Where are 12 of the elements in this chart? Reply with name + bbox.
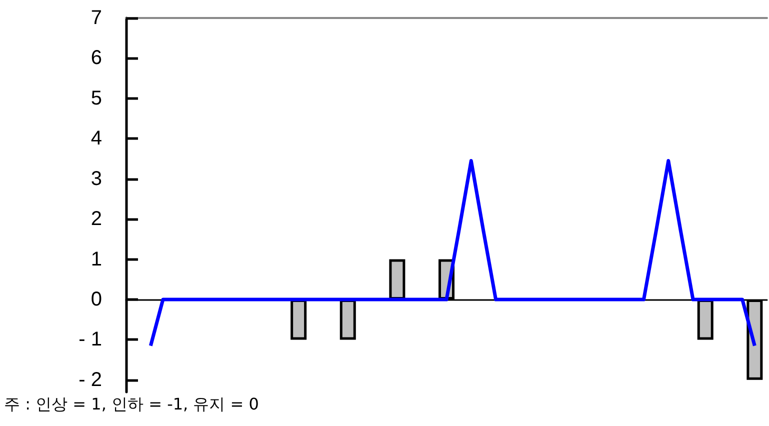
y-tick-label: - 2 <box>78 368 102 391</box>
y-tick-label: 0 <box>90 288 102 311</box>
y-tick-label: 5 <box>90 87 102 110</box>
y-tick-label: 1 <box>90 248 102 270</box>
y-tick-label: - 1 <box>78 328 102 351</box>
y-tick-label: 6 <box>90 47 102 70</box>
line-series <box>148 159 756 348</box>
y-tick-label: 4 <box>90 128 102 150</box>
y-tick-label: 2 <box>90 208 102 230</box>
text: 주 : 인상 = 1, 인하 = -1, 유지 = 0 <box>4 394 259 414</box>
y-tick-label: 3 <box>90 168 102 190</box>
y-tick-label: 7 <box>90 7 102 29</box>
